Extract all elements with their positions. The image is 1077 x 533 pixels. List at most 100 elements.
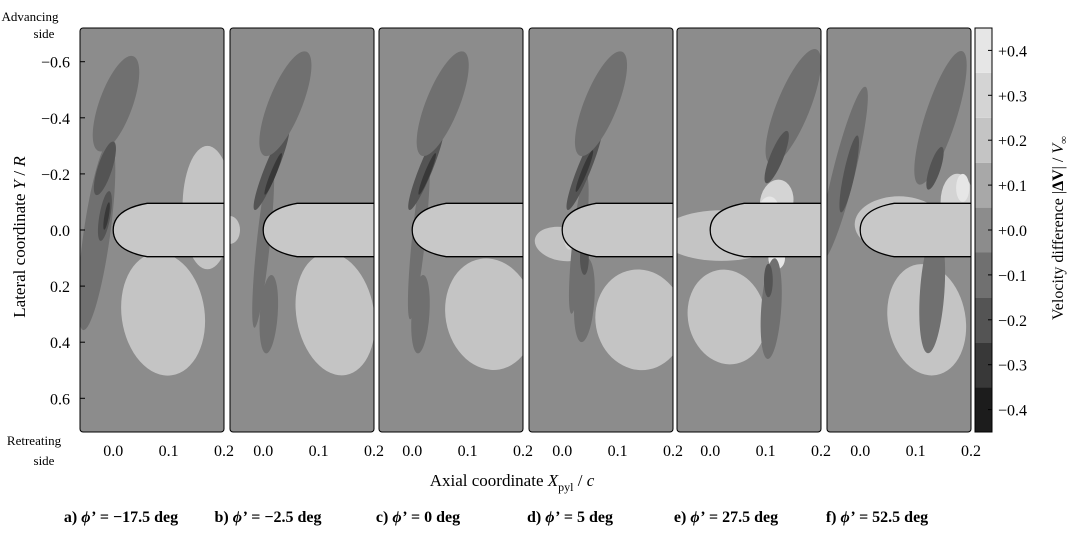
x-axis-title-sub: pyl: [558, 480, 574, 494]
panel-d: [528, 27, 674, 433]
panel-d-positive-region-1: [595, 269, 673, 371]
x-axis-title-symbol2: c: [587, 471, 595, 490]
panel-e-negative-region-0: [765, 49, 821, 165]
panel-b-pylon-body: [262, 202, 374, 258]
colorbar-tick-1: +0.3: [998, 88, 1027, 105]
panel-a-negative-region-3: [92, 55, 140, 152]
panel-b-caption-prefix: b): [214, 509, 232, 526]
panel-e-contours: [677, 28, 821, 432]
panel-c-negative-region-2: [418, 153, 436, 195]
panel-f-caption-symbol: ϕ’: [840, 509, 855, 526]
panel-b-caption-value: = −2.5 deg: [247, 509, 321, 526]
panel-f-x-tick-2: 0.2: [961, 443, 981, 460]
panels: [79, 27, 972, 433]
y-axis-title-symbol: Y: [10, 178, 29, 189]
panel-e-x-tick-2: 0.2: [811, 443, 831, 460]
colorbar-tick-8: −0.4: [998, 403, 1027, 420]
panel-a-negative-region-0: [80, 141, 116, 331]
x-axis-title-main: Axial coordinate: [430, 471, 548, 490]
colorbar-band-3: [975, 252, 992, 298]
panel-d-frame: [528, 27, 674, 433]
panel-f-x-tick-1: 0.1: [906, 443, 926, 460]
x-axis-title-symbol: X: [547, 471, 559, 490]
panel-c-x-tick-0: 0.0: [402, 443, 422, 460]
panel-f-frame: [826, 27, 972, 433]
y-axis: Advancing side Retreating side Lateral c…: [1, 9, 85, 468]
colorbar-tick-5: −0.1: [998, 268, 1027, 285]
colorbar-band-6: [975, 117, 992, 163]
colorbar-band-2: [975, 297, 992, 343]
panel-c: [378, 27, 524, 433]
x-axis: Axial coordinate Xpyl / c 0.0 0.1 0.2 0.0 0.…: [103, 443, 981, 494]
panel-c-positive-region-0: [445, 258, 523, 370]
panel-d-negative-region-3: [574, 51, 628, 157]
panel-d-pylon-body: [561, 202, 673, 258]
colorbar-title-sub: ∞: [1058, 136, 1070, 144]
panel-e-caption-symbol: ϕ’: [690, 509, 705, 526]
colorbar-band-4: [975, 207, 992, 253]
panel-d-x-tick-1: 0.1: [608, 443, 628, 460]
panel-c-negative-region-3: [416, 51, 469, 157]
panel-c-frame: [378, 27, 524, 433]
panel-e-caption-prefix: e): [674, 509, 690, 526]
x-axis-title: Axial coordinate Xpyl / c: [430, 471, 595, 494]
y-tick-0: −0.6: [41, 55, 70, 72]
panel-b-x-tick-0: 0.0: [253, 443, 273, 460]
colorbar-band-7: [975, 72, 992, 118]
panel-f-negative-region-3: [926, 146, 944, 190]
panel-b: [229, 27, 375, 433]
colorbar-title-tail: | /: [1050, 154, 1067, 170]
panel-c-contours: [379, 28, 523, 432]
panel-a-x-tick-0: 0.0: [103, 443, 123, 460]
colorbar-tick-7: −0.3: [998, 358, 1027, 375]
panel-b-negative-region-1: [253, 126, 290, 211]
panel-d-x-tick-2: 0.2: [663, 443, 683, 460]
colorbar-title-symbol: V: [1050, 142, 1067, 154]
panel-b-caption-symbol: ϕ’: [233, 509, 248, 526]
panel-a-caption: a) ϕ’ = −17.5 deg: [64, 509, 178, 526]
y-tick-5: 0.4: [50, 335, 70, 352]
panel-d-contours: [529, 28, 673, 432]
colorbar-tick-0: +0.4: [998, 43, 1027, 60]
panel-a-x-tick-2: 0.2: [214, 443, 234, 460]
colorbar-band-8: [975, 28, 992, 73]
y-tick-4: 0.2: [50, 279, 70, 296]
panel-e-caption-value: = 27.5 deg: [705, 509, 778, 526]
y-tick-2: −0.2: [41, 167, 70, 184]
x-axis-title-tail: /: [573, 471, 586, 490]
panel-b-caption: b) ϕ’ = −2.5 deg: [214, 509, 321, 526]
panel-a-caption-value: = −17.5 deg: [96, 509, 178, 526]
colorbar-tick-3: +0.1: [998, 178, 1027, 195]
colorbar-tick-4: +0.0: [998, 223, 1027, 240]
colorbar-tick-6: −0.2: [998, 313, 1027, 330]
panel-e-pylon-body: [709, 202, 821, 258]
panel-f-negative-region-4: [919, 230, 946, 354]
panel-f-contours: [827, 28, 971, 432]
panel-c-caption: c) ϕ’ = 0 deg: [376, 509, 460, 526]
colorbar-title-bold: ΔV: [1050, 169, 1067, 191]
panel-b-x-tick-2: 0.2: [364, 443, 384, 460]
colorbar-band-0: [975, 387, 992, 432]
panel-a-caption-prefix: a): [64, 509, 81, 526]
panel-c-caption-value: = 0 deg: [407, 509, 460, 526]
panel-b-negative-region-3: [259, 51, 312, 157]
colorbar-title: Velocity difference |ΔV| / V∞: [1050, 136, 1070, 320]
panel-a-pylon-body: [112, 202, 224, 258]
y-tick-6: 0.6: [50, 391, 70, 408]
colorbar-tick-2: +0.2: [998, 133, 1027, 150]
panel-a-negative-region-2: [103, 202, 110, 230]
y-axis-title-main: Lateral coordinate: [10, 189, 29, 317]
panel-captions: a) ϕ’ = −17.5 deg b) ϕ’ = −2.5 deg c) ϕ’ =…: [64, 509, 928, 526]
panel-c-pylon-body: [411, 202, 523, 258]
panel-c-x-tick-1: 0.1: [458, 443, 478, 460]
panel-f-pylon-body: [859, 202, 971, 258]
panel-d-caption-value: = 5 deg: [560, 509, 613, 526]
panel-b-x-tick-1: 0.1: [309, 443, 329, 460]
panel-d-negative-region-4: [574, 258, 595, 343]
panel-d-caption: d) ϕ’ = 5 deg: [527, 509, 613, 526]
panel-b-negative-region-4: [259, 274, 279, 354]
colorbar-band-5: [975, 162, 992, 208]
y-annotation-advancing-2: side: [34, 26, 55, 41]
panel-e-negative-region-3: [764, 263, 773, 298]
